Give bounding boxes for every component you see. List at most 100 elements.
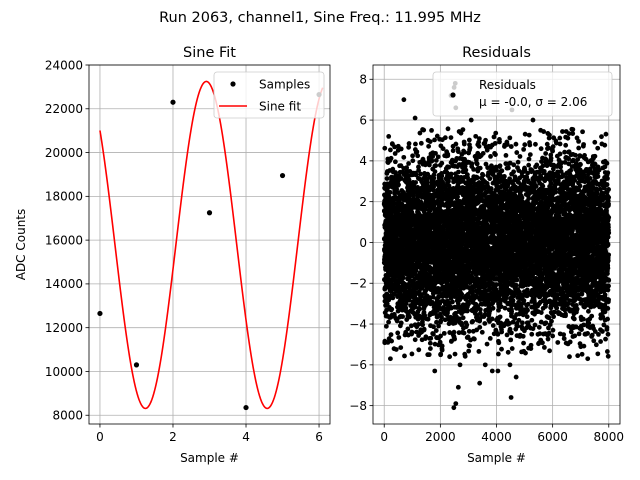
residual-point xyxy=(400,314,406,319)
residual-point xyxy=(448,171,454,177)
residual-point xyxy=(495,351,501,357)
residual-point xyxy=(417,130,423,136)
residual-point xyxy=(470,318,476,324)
legend-samples-label: Samples xyxy=(259,78,310,92)
residual-point xyxy=(427,139,433,145)
residual-point xyxy=(451,329,457,335)
residual-point xyxy=(395,330,401,336)
residual-point xyxy=(445,126,451,132)
residual-point xyxy=(438,351,444,357)
residual-point xyxy=(398,176,404,181)
residual-point xyxy=(388,155,394,161)
residual-point xyxy=(466,348,472,354)
residual-point xyxy=(513,283,519,288)
y-tick-label: 22000 xyxy=(45,102,83,116)
y-tick-label: 16000 xyxy=(45,233,83,247)
plot-area xyxy=(97,80,324,411)
legend-samples-marker xyxy=(230,81,236,87)
residual-point xyxy=(461,330,467,336)
residual-point xyxy=(395,308,401,314)
residual-point xyxy=(467,145,473,151)
residual-point xyxy=(426,162,432,168)
residual-point xyxy=(493,130,499,136)
residual-point xyxy=(433,163,439,168)
sine-fit-grid xyxy=(89,64,330,424)
y-tick-label: 18000 xyxy=(45,190,83,204)
residual-point xyxy=(413,268,419,273)
residual-point xyxy=(409,351,415,357)
residual-point xyxy=(410,158,416,164)
residual-point xyxy=(434,319,439,325)
residual-point xyxy=(425,316,431,322)
sine-fit-xlabel: Sample # xyxy=(180,451,239,465)
residual-point xyxy=(484,341,490,347)
residual-point xyxy=(463,167,469,173)
residual-point xyxy=(497,139,502,145)
residual-point xyxy=(403,301,409,307)
residual-point xyxy=(466,301,471,307)
x-tick-label: 6 xyxy=(315,430,323,444)
residual-point xyxy=(441,330,447,336)
y-tick-label: 24000 xyxy=(45,58,83,72)
residual-point xyxy=(432,341,438,347)
residual-point xyxy=(424,180,430,185)
residual-point xyxy=(438,333,443,339)
x-tick-label: 2 xyxy=(169,430,177,444)
residual-point xyxy=(416,164,421,170)
residual-point xyxy=(392,151,398,156)
residual-point xyxy=(479,329,485,335)
plot-area xyxy=(381,80,612,411)
residual-point xyxy=(467,343,472,349)
residual-point xyxy=(422,162,428,168)
residual-point xyxy=(432,169,438,175)
residual-point xyxy=(487,176,493,182)
residual-point xyxy=(514,150,520,155)
sine-fit-line xyxy=(99,80,324,410)
residual-point xyxy=(436,323,441,329)
residual-point xyxy=(396,182,401,188)
residual-point xyxy=(430,331,436,337)
residual-point xyxy=(402,353,407,359)
residual-point xyxy=(417,306,423,312)
residual-point xyxy=(421,127,427,133)
residual-point xyxy=(398,146,404,152)
sample-point xyxy=(170,99,176,105)
sample-point xyxy=(206,210,213,216)
sine-fit-ticks: 0 2 4 6800010000120001400016000180002000022… xyxy=(45,58,323,444)
residual-point xyxy=(428,346,433,351)
residual-point xyxy=(406,297,412,303)
residual-point xyxy=(398,320,404,326)
residual-point xyxy=(433,150,438,156)
residual-point xyxy=(497,314,503,320)
sine-fit-ylabel: ADC Counts xyxy=(14,209,28,281)
residual-point xyxy=(413,180,419,185)
residual-point xyxy=(483,137,488,143)
residual-point xyxy=(510,298,516,303)
residual-point xyxy=(418,140,424,146)
residual-point xyxy=(446,164,452,170)
residual-point xyxy=(439,343,445,349)
residual-point xyxy=(489,316,495,322)
residual-point xyxy=(505,349,511,355)
residual-point xyxy=(450,299,455,305)
residual-point xyxy=(477,165,483,171)
residual-point xyxy=(515,159,521,165)
residual-point xyxy=(393,347,399,352)
residual-point xyxy=(421,326,427,332)
residual-point xyxy=(405,326,411,332)
residual-point xyxy=(475,175,480,181)
residual-point xyxy=(477,324,483,330)
residual-point xyxy=(519,195,525,201)
y-tick-label: 10000 xyxy=(45,365,83,379)
residual-point xyxy=(416,321,421,327)
residual-point xyxy=(416,347,422,353)
residual-point xyxy=(384,291,390,297)
residuals-title: Residuals xyxy=(462,45,531,61)
residual-point xyxy=(462,149,467,155)
sample-point xyxy=(97,310,103,317)
residual-point xyxy=(410,153,415,159)
residual-point xyxy=(432,137,437,143)
residual-point xyxy=(385,339,391,345)
y-tick-label: 20000 xyxy=(45,146,83,160)
y-tick-label: 12000 xyxy=(45,321,83,335)
